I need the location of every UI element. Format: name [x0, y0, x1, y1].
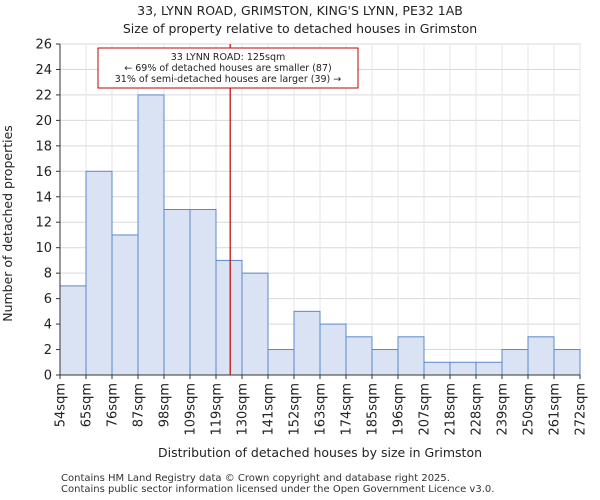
x-tick-label: 250sqm — [522, 383, 537, 436]
histogram-bar — [527, 336, 555, 376]
y-tick-label: 2 — [44, 343, 52, 358]
x-tick-label: 185sqm — [366, 383, 381, 436]
x-tick-label: 239sqm — [496, 383, 511, 436]
y-tick-label: 10 — [35, 241, 52, 256]
x-tick-label: 76sqm — [106, 383, 121, 427]
y-tick-label: 4 — [44, 318, 52, 333]
y-tick-label: 8 — [44, 267, 52, 282]
y-axis-label: Number of detached properties — [0, 125, 15, 322]
chart-title: 33, LYNN ROAD, GRIMSTON, KING'S LYNN, PE… — [137, 3, 463, 18]
y-tick-label: 0 — [44, 369, 52, 384]
histogram-bar — [111, 234, 139, 376]
footer-attribution-2: Contains public sector information licen… — [61, 484, 495, 495]
y-tick-label: 22 — [35, 88, 52, 103]
x-tick-label: 98sqm — [158, 383, 173, 427]
histogram-bar — [137, 94, 165, 376]
chart-subtitle: Size of property relative to detached ho… — [122, 21, 478, 36]
histogram-bar — [345, 336, 373, 376]
annotation-text: ← 69% of detached houses are smaller (87… — [124, 63, 331, 74]
x-tick-label: 174sqm — [340, 383, 355, 436]
x-tick-label: 261sqm — [548, 383, 563, 436]
histogram-bar — [501, 349, 529, 376]
annotation-text: 33 LYNN ROAD: 125sqm — [171, 52, 286, 63]
histogram-bar — [423, 361, 451, 376]
x-tick-label: 87sqm — [132, 383, 147, 427]
histogram-bar — [371, 349, 399, 376]
histogram-bar — [215, 259, 243, 376]
y-tick-label: 16 — [35, 165, 52, 180]
x-tick-label: 130sqm — [236, 383, 251, 436]
y-tick-label: 18 — [35, 139, 52, 154]
x-tick-label: 218sqm — [444, 383, 459, 436]
x-tick-label: 163sqm — [314, 383, 329, 436]
histogram-bar — [85, 170, 113, 376]
x-tick-label: 65sqm — [80, 383, 95, 427]
y-tick-label: 14 — [35, 190, 52, 205]
footer-attribution-1: Contains HM Land Registry data © Crown c… — [61, 473, 450, 484]
histogram-bar — [397, 336, 425, 376]
histogram-bar — [59, 285, 87, 376]
histogram-bar — [319, 323, 347, 376]
y-tick-label: 26 — [35, 38, 52, 53]
x-axis-label: Distribution of detached houses by size … — [158, 445, 482, 460]
histogram-bar — [189, 209, 217, 376]
histogram-bar — [449, 361, 477, 376]
x-tick-label: 152sqm — [288, 383, 303, 436]
histogram-bar — [293, 310, 321, 376]
y-tick-label: 20 — [35, 114, 52, 129]
y-tick-label: 12 — [35, 216, 52, 231]
annotation-text: 31% of semi-detached houses are larger (… — [115, 74, 342, 85]
x-tick-label: 119sqm — [210, 383, 225, 436]
y-tick-label: 6 — [44, 292, 52, 307]
x-tick-label: 196sqm — [392, 383, 407, 436]
x-tick-label: 109sqm — [184, 383, 199, 436]
histogram-bar — [163, 209, 191, 376]
histogram-bar — [475, 361, 503, 376]
x-tick-label: 141sqm — [262, 383, 277, 436]
histogram-bar — [553, 349, 581, 376]
x-tick-label: 228sqm — [470, 383, 485, 436]
histogram-bar — [267, 349, 295, 376]
x-tick-label: 207sqm — [418, 383, 433, 436]
y-tick-label: 24 — [35, 63, 52, 78]
x-tick-label: 54sqm — [54, 383, 69, 427]
x-tick-label: 272sqm — [574, 383, 589, 436]
histogram-bar — [241, 272, 269, 376]
annotation-box — [97, 47, 359, 89]
